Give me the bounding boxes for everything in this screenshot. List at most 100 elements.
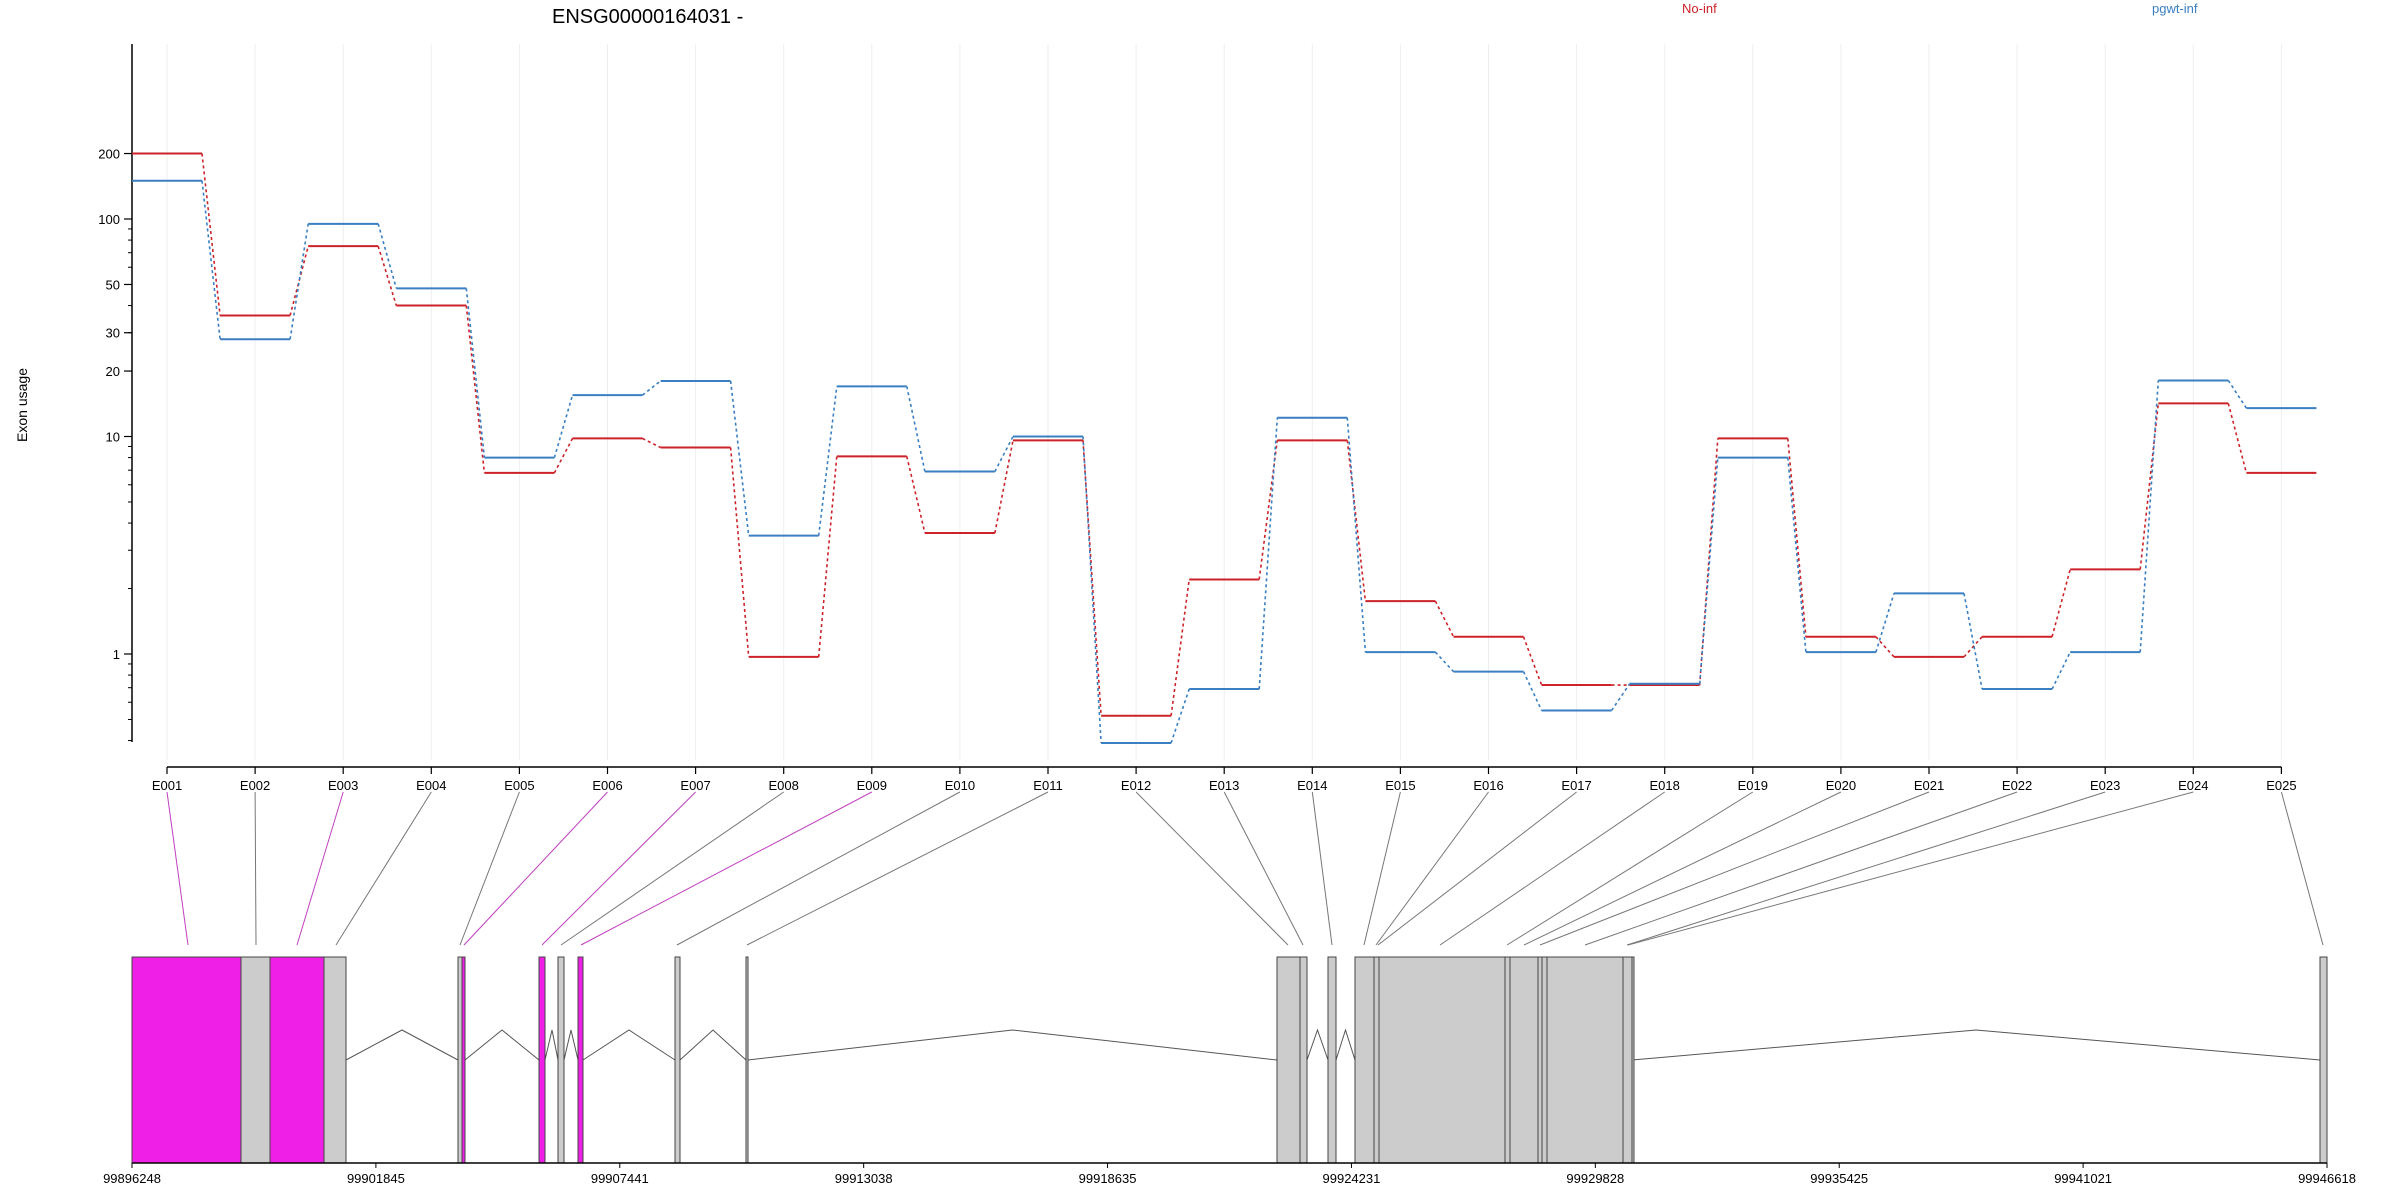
connector-e022	[1584, 791, 2018, 946]
transition	[1346, 417, 1367, 653]
legend-entry-no-inf: No-inf	[1682, 1, 1717, 16]
connector-e016	[1375, 791, 1489, 946]
x-tick-label-e012: E012	[1121, 778, 1151, 793]
intron-line	[544, 1029, 559, 1061]
connector-e019	[1506, 791, 1754, 946]
exon-box-e018	[1504, 956, 1511, 1164]
transition	[1170, 579, 1190, 716]
x-tick-label-e020: E020	[1826, 778, 1856, 793]
transition	[1346, 440, 1367, 602]
transition	[994, 436, 1014, 472]
connector-e013	[1223, 791, 1304, 946]
usage-series	[132, 152, 2317, 744]
gene-title: ENSG00000164031 -	[552, 6, 743, 28]
x-tick-label-e018: E018	[1650, 778, 1680, 793]
exon-box-e009	[577, 956, 584, 1164]
transition	[1963, 636, 1983, 658]
x-tick-label-e005: E005	[504, 778, 534, 793]
y-tick-label: 20	[106, 364, 120, 379]
connector-e023	[1626, 791, 2106, 946]
connector-e025	[2280, 791, 2324, 946]
x-tick-label-e003: E003	[328, 778, 358, 793]
x-tick-label-e004: E004	[416, 778, 446, 793]
exon-box-e011	[745, 956, 749, 1164]
transition	[906, 386, 926, 472]
y-tick-label: 10	[106, 430, 120, 445]
transition	[2139, 380, 2160, 653]
genomic-tick-label: 99941021	[2054, 1171, 2112, 1186]
transition	[817, 386, 838, 536]
y-tick-label: 100	[98, 212, 120, 227]
x-tick-label-e024: E024	[2178, 778, 2208, 793]
transition	[1698, 457, 1719, 684]
x-tick-label-e017: E017	[1561, 778, 1591, 793]
transition	[2051, 569, 2071, 637]
transition	[1434, 651, 1455, 673]
exon-box-e021	[1541, 956, 1548, 1164]
exon-box-e014	[1327, 956, 1337, 1164]
intron-line	[1306, 1028, 1329, 1061]
genomic-tick-label: 99913038	[835, 1171, 893, 1186]
gene-model	[131, 956, 2328, 1164]
x-tick-label-e019: E019	[1738, 778, 1768, 793]
transition	[817, 456, 838, 657]
y-tick-label: 1	[113, 647, 120, 662]
transition	[1875, 636, 1895, 658]
genomic-tick-label: 99901845	[347, 1171, 405, 1186]
transition	[1522, 671, 1543, 711]
exon-box-e007	[538, 956, 546, 1164]
x-tick-label-e009: E009	[857, 778, 887, 793]
exon-box-e013	[1299, 956, 1308, 1164]
transition	[201, 153, 221, 316]
series-no-inf	[132, 152, 2317, 717]
exon-box-e008	[557, 956, 565, 1164]
exon-box-e015	[1354, 956, 1375, 1164]
transition	[553, 394, 574, 458]
exon-box-e024	[1631, 956, 1635, 1164]
transition	[1963, 593, 1983, 690]
transition	[377, 223, 398, 289]
connector-e009	[580, 791, 873, 946]
intron-line	[464, 1029, 540, 1061]
connector-e017	[1377, 791, 1577, 946]
connector-e005	[459, 791, 520, 946]
genomic-tick-label: 99896248	[103, 1171, 161, 1186]
genomic-tick-label: 99907441	[591, 1171, 649, 1186]
exon-box-e020	[1537, 956, 1543, 1164]
connector-e006	[463, 791, 608, 946]
genomic-tick-label: 99918635	[1079, 1171, 1137, 1186]
exon-box-e006	[461, 956, 466, 1164]
series-pgwt-inf	[132, 179, 2317, 744]
transition	[906, 456, 926, 534]
intron-line	[345, 1029, 459, 1061]
connector-e021	[1539, 791, 1930, 946]
transition	[289, 245, 309, 316]
transition	[1522, 636, 1543, 686]
intron-line	[1335, 1028, 1356, 1061]
exon-box-e002	[240, 956, 271, 1164]
connector-e001	[166, 791, 189, 946]
connector-e007	[541, 791, 696, 946]
transition	[994, 440, 1014, 534]
connector-e004	[335, 791, 432, 946]
exon-box-e016	[1373, 956, 1380, 1164]
exon-box-e012	[1276, 956, 1301, 1164]
transition	[1082, 440, 1102, 716]
connector-e011	[746, 791, 1049, 946]
genomic-axis: 99896248 99901845 99907441 99913038 99918635…	[103, 1162, 2356, 1186]
intron-line	[582, 1029, 676, 1061]
transition	[1434, 600, 1455, 638]
genomic-tick-label: 99929828	[1566, 1171, 1624, 1186]
transition	[1787, 438, 1807, 637]
x-tick-label-e010: E010	[945, 778, 975, 793]
transition	[642, 380, 662, 396]
transition	[729, 447, 750, 657]
y-axis-label: Exon usage	[14, 368, 30, 442]
exon-box-e025	[2319, 956, 2328, 1164]
x-tick-label-e022: E022	[2002, 778, 2032, 793]
intron-line	[1631, 1029, 2321, 1061]
axes: 1 10 20 30 50 100 200 E001 E002 E003 E004 E005 E006 E…	[98, 44, 2297, 793]
x-tick-label-e006: E006	[592, 778, 622, 793]
transition	[1875, 593, 1895, 653]
connector-e012	[1135, 791, 1289, 946]
